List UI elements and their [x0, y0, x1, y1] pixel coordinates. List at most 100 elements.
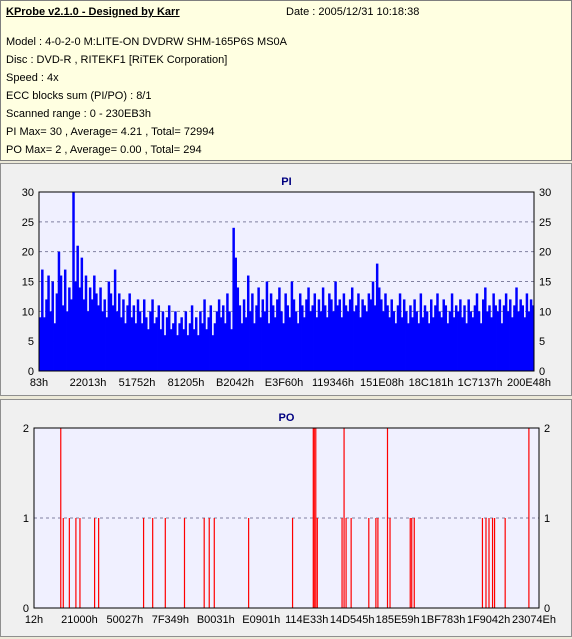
pi-bar	[407, 323, 410, 371]
x-tick-label: 12h	[25, 614, 43, 626]
pi-bar	[134, 323, 138, 371]
pi-bar	[473, 305, 477, 371]
pi-bar	[467, 299, 470, 371]
pi-bar	[400, 317, 404, 371]
pi-bar	[350, 287, 354, 371]
pi-chart: PI 0 0 5 5 10 10 15 15 20 20 25 25 30 30 83h 22013h 51752…	[22, 176, 552, 389]
y-tick-label-left: 1	[23, 513, 29, 525]
pi-bar	[365, 311, 369, 371]
info-speed: Speed : 4x	[6, 72, 59, 84]
pi-bar	[425, 311, 429, 371]
pi-bar	[448, 311, 452, 371]
pi-bar	[41, 269, 44, 371]
pi-bar	[74, 281, 77, 371]
pi-bar	[145, 317, 148, 371]
pi-bar	[226, 293, 229, 371]
pi-bar	[525, 293, 529, 371]
pi-bar	[326, 317, 329, 371]
pi-bar	[155, 317, 158, 371]
pi-bar	[375, 263, 379, 371]
pi-bar	[434, 305, 437, 371]
pi-bar	[271, 305, 275, 371]
pi-bar	[93, 275, 96, 371]
pi-bar	[363, 305, 366, 371]
pi-bar	[386, 305, 389, 371]
pi-bar	[201, 323, 204, 371]
y-tick-label-left: 20	[22, 247, 34, 259]
pi-bar	[469, 311, 473, 371]
pi-bar	[313, 293, 317, 371]
pi-bar	[132, 305, 136, 371]
pi-bar	[236, 287, 240, 371]
pi-bar	[330, 299, 333, 371]
pi-bar	[307, 287, 310, 371]
pi-bar	[290, 281, 294, 371]
pi-bar	[257, 287, 260, 371]
pi-bar	[450, 293, 454, 371]
pi-bar	[398, 293, 402, 371]
y-tick-label-right: 0	[539, 366, 545, 378]
y-tick-label-right: 20	[539, 247, 551, 259]
pi-bar	[519, 299, 522, 371]
po-chart-panel: PO 0 0 1 1 2 2 12h 21000h 50027h 7F349h B0031h E0901…	[0, 399, 572, 637]
pi-bar	[51, 281, 54, 371]
pi-bar	[240, 323, 244, 371]
pi-bar	[378, 287, 381, 371]
pi-bar	[142, 299, 146, 371]
pi-bar	[188, 323, 192, 371]
pi-bar	[199, 311, 202, 371]
pi-bar	[269, 293, 273, 371]
pi-bar	[161, 311, 165, 371]
pi-bar	[184, 311, 188, 371]
pi-bar	[484, 287, 487, 371]
pi-bar	[124, 323, 127, 371]
x-tick-label: 18C181h	[409, 377, 454, 389]
y-tick-label-right: 5	[539, 336, 545, 348]
pi-bar	[496, 311, 500, 371]
pi-bar	[321, 287, 325, 371]
x-tick-label: 51752h	[119, 377, 156, 389]
pi-bar	[415, 311, 418, 371]
pi-bar	[111, 305, 115, 371]
pi-bar	[373, 305, 377, 371]
pi-bar	[419, 293, 423, 371]
pi-bar	[207, 317, 210, 371]
chart-title: PI	[281, 176, 291, 188]
x-tick-label: 114E33h	[285, 614, 328, 626]
pi-bar	[411, 317, 414, 371]
pi-bar	[402, 299, 406, 371]
pi-bar	[86, 311, 90, 371]
pi-bar	[274, 317, 277, 371]
pi-bar	[59, 275, 63, 371]
pi-bar	[384, 293, 387, 371]
pi-bar	[219, 317, 223, 371]
x-tick-label: 7F349h	[152, 614, 189, 626]
pi-bar	[242, 299, 246, 371]
pi-bar	[230, 329, 233, 371]
pi-bar	[461, 317, 464, 371]
pi-bar	[405, 311, 408, 371]
pi-bar	[444, 305, 448, 371]
y-tick-label-right: 25	[539, 217, 551, 229]
chart-title: PO	[279, 412, 295, 424]
pi-bar	[174, 311, 177, 371]
pi-bar	[63, 269, 67, 371]
x-tick-label: 200E48h	[507, 377, 551, 389]
pi-bar	[348, 299, 352, 371]
pi-bar	[344, 305, 348, 371]
pi-bar	[120, 317, 123, 371]
pi-bar	[305, 299, 308, 371]
pi-bar	[465, 323, 468, 371]
pi-bar	[211, 335, 215, 371]
pi-bar	[170, 329, 173, 371]
pi-bar	[91, 299, 94, 371]
scan-date: Date : 2005/12/31 10:18:38	[286, 6, 420, 18]
info-pi-stats: PI Max= 30 , Average= 4.21 , Total= 7299…	[6, 126, 215, 138]
pi-bar	[178, 323, 181, 371]
pi-bar	[49, 311, 52, 371]
pi-bar	[113, 269, 117, 371]
pi-bar	[486, 311, 489, 371]
x-tick-label: 83h	[30, 377, 48, 389]
pi-bar	[311, 305, 314, 371]
pi-bar	[301, 305, 304, 371]
